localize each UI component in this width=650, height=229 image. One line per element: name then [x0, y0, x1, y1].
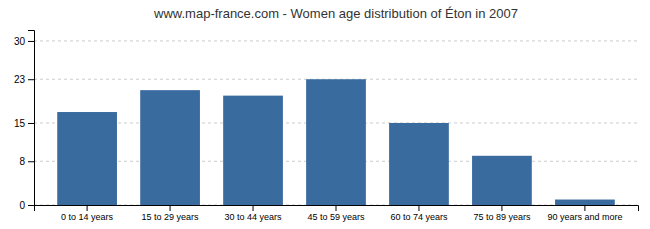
tick: 15 — [14, 118, 34, 129]
tick-mark — [28, 161, 34, 162]
tick: 30 — [14, 36, 34, 47]
bar — [306, 79, 366, 205]
tick-mark — [418, 205, 419, 211]
tick-label: 30 — [14, 36, 26, 47]
tick-label: 45 to 59 years — [307, 212, 365, 222]
tick-mark — [28, 123, 34, 124]
bar — [57, 112, 117, 205]
tick-mark — [336, 205, 337, 211]
bar — [389, 123, 449, 205]
tick: 0 — [19, 200, 34, 211]
tick-label: 23 — [14, 74, 26, 85]
tick: 30 to 44 years — [225, 205, 283, 222]
tick-label: 0 — [19, 200, 25, 211]
bars — [57, 79, 615, 205]
tick-mark — [253, 205, 254, 211]
tick-label: 75 to 89 years — [473, 212, 531, 222]
tick: 60 to 74 years — [390, 205, 448, 222]
tick-label: 0 to 14 years — [61, 212, 114, 222]
tick-mark — [28, 205, 34, 206]
tick-label: 15 to 29 years — [142, 212, 200, 222]
bar — [223, 96, 283, 205]
tick-label: 8 — [19, 156, 25, 167]
tick-mark — [501, 205, 502, 211]
bar — [555, 200, 615, 205]
tick: 15 to 29 years — [142, 205, 200, 222]
tick-label: 90 years and more — [547, 212, 622, 222]
grid — [34, 41, 638, 205]
tick-label: 30 to 44 years — [225, 212, 283, 222]
tick-mark — [584, 205, 585, 211]
title: www.map-france.com - Women age distribut… — [153, 6, 518, 21]
tick-mark — [28, 41, 34, 42]
tick: 90 years and more — [547, 205, 622, 222]
tick-label: 60 to 74 years — [390, 212, 448, 222]
tick-mark — [87, 205, 88, 211]
tick: 75 to 89 years — [473, 205, 531, 222]
tick: 8 — [19, 156, 34, 167]
x-axis: 0 to 14 years 15 to 29 years 30 to 44 year… — [35, 205, 639, 222]
tick-mark — [28, 79, 34, 80]
tick-mark — [170, 205, 171, 211]
axis-line — [28, 31, 35, 206]
plot: 0 8 15 23 30 0 to 14 years 15 to 29 years 30 to… — [14, 31, 639, 223]
tick-label: 15 — [14, 118, 26, 129]
tick: 45 to 59 years — [307, 205, 365, 222]
bar — [472, 156, 532, 205]
axis-line — [35, 206, 639, 212]
bar — [140, 90, 200, 205]
tick: 0 to 14 years — [61, 205, 114, 222]
y-axis: 0 8 15 23 30 — [14, 31, 35, 211]
grid-line — [34, 40, 638, 41]
chart: 0 8 15 23 30 0 to 14 years 15 to 29 years 30 to… — [0, 0, 650, 229]
tick: 23 — [14, 74, 34, 85]
